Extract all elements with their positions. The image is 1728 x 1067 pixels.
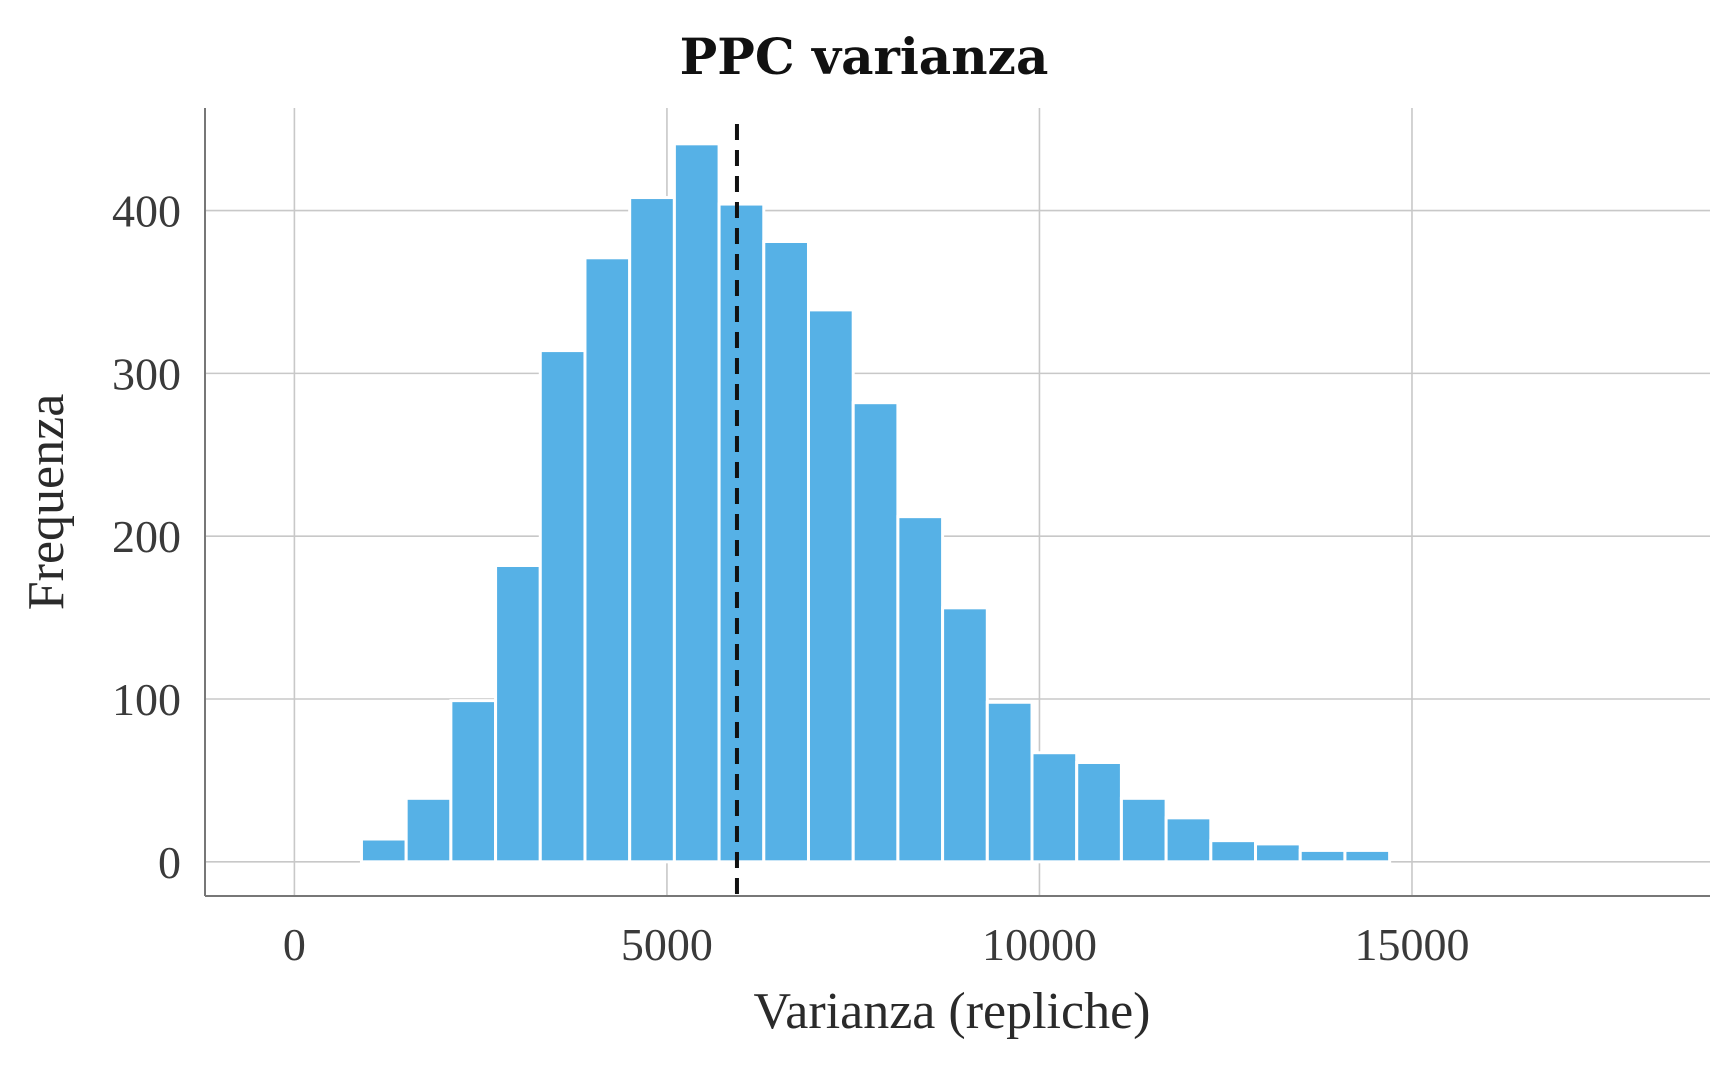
histogram-bar [628, 196, 676, 864]
histogram-bar [1119, 796, 1168, 864]
x-tick-label: 0 [283, 919, 306, 970]
y-tick-label: 0 [158, 837, 181, 888]
x-axis-label: Varianza (repliche) [754, 983, 1151, 1040]
histogram-bar [359, 837, 408, 864]
histogram-bar [583, 256, 632, 864]
y-tick-label: 200 [112, 511, 181, 562]
y-axis-label: Frequenza [18, 394, 75, 611]
histogram-bar [851, 401, 900, 864]
x-tick-label: 5000 [621, 919, 713, 970]
x-tick-labels: 0 5000 10000 15000 [283, 919, 1470, 970]
y-tick-label: 400 [112, 186, 181, 237]
histogram-bars [359, 142, 1392, 864]
x-tick-label: 10000 [982, 919, 1097, 970]
histogram-bar [672, 142, 721, 864]
histogram-bar [494, 563, 542, 864]
histogram-bar [1164, 816, 1213, 864]
y-tick-label: 300 [112, 348, 181, 399]
y-tick-label: 100 [112, 674, 181, 725]
histogram-bar [538, 349, 587, 864]
histogram-bar [449, 699, 498, 864]
histogram-bar [1298, 848, 1347, 864]
histogram-bar [1254, 842, 1302, 864]
histogram-bar [1209, 839, 1258, 864]
y-tick-labels: 0 100 200 300 400 [112, 186, 181, 888]
histogram-bar [762, 240, 810, 864]
histogram-bar [1075, 760, 1123, 864]
histogram-bar [1030, 751, 1079, 864]
axes [204, 108, 1710, 897]
histogram-bar [1343, 848, 1392, 864]
chart-title: PPC varianza [680, 27, 1049, 86]
histogram-bar [717, 202, 766, 864]
histogram-bar [985, 700, 1034, 864]
histogram-bar [896, 515, 945, 864]
histogram-bar [806, 308, 855, 864]
histogram-bar [404, 796, 453, 864]
histogram-bar [941, 606, 989, 864]
x-tick-label: 15000 [1354, 919, 1469, 970]
